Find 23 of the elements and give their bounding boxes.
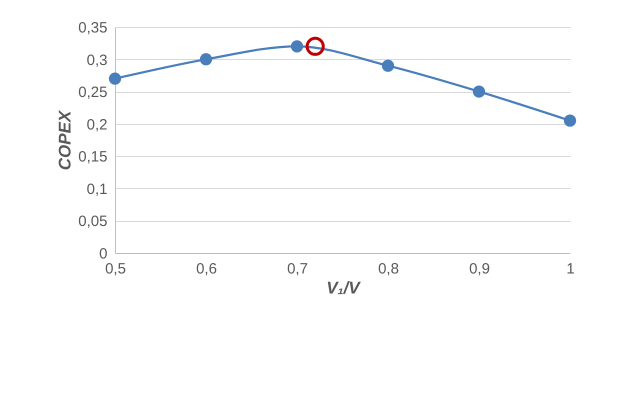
y-tick-label: 0,1	[86, 180, 108, 198]
y-tick-label: 0,15	[78, 148, 108, 166]
point	[564, 114, 576, 127]
point	[200, 53, 212, 66]
x-tick-label: 0,6	[196, 260, 217, 278]
y-tick-label: 0	[99, 246, 108, 262]
point	[382, 60, 394, 72]
y-tick-label: 0,2	[86, 116, 108, 134]
point	[290, 40, 304, 52]
point	[472, 85, 486, 98]
point	[306, 36, 325, 56]
x-tick-label: 0,9	[469, 260, 490, 278]
y-tick-label: 0,25	[78, 84, 108, 102]
y-tick-label: 0,35	[78, 20, 108, 36]
y-axis-title: COPEX	[55, 109, 74, 170]
x-axis-title: V₁/V	[326, 278, 362, 298]
y-tick-label: 0,3	[86, 52, 108, 69]
x-tick-label: 0,8	[378, 260, 399, 278]
x-tick-label: 0,7	[287, 260, 308, 278]
x-tick-label: 0,5	[105, 260, 126, 278]
point	[108, 72, 122, 85]
y-tick-label: 0,05	[78, 213, 108, 230]
x-tick-label: 1	[566, 260, 575, 278]
